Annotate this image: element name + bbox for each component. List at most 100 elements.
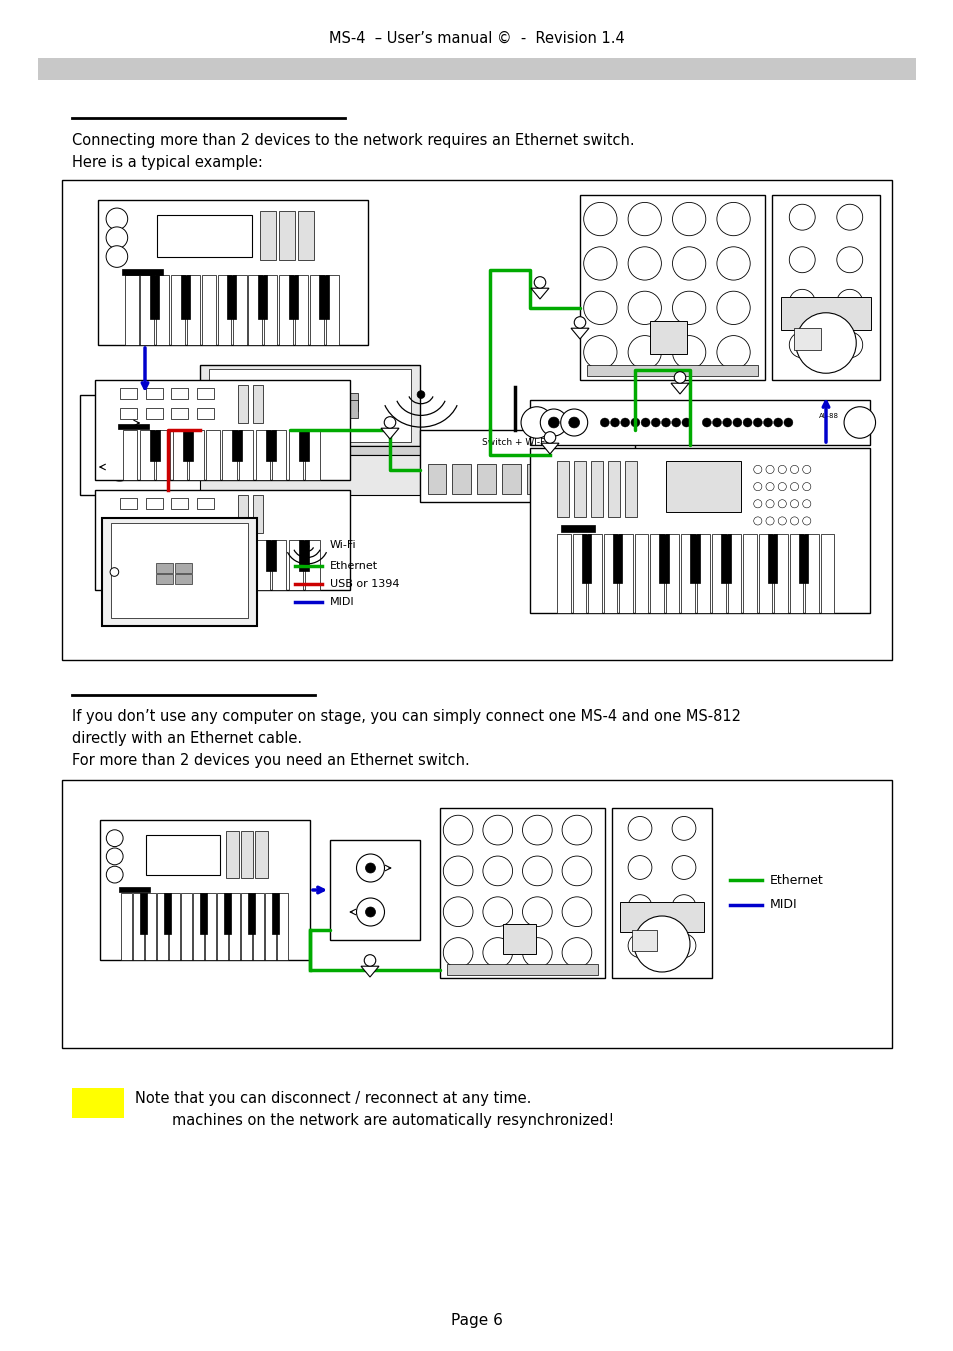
Circle shape bbox=[561, 857, 591, 886]
Circle shape bbox=[539, 409, 567, 436]
Circle shape bbox=[561, 938, 591, 967]
Circle shape bbox=[560, 409, 587, 436]
Bar bbox=[439, 808, 604, 978]
Bar bbox=[123, 540, 137, 590]
Bar bbox=[226, 831, 238, 878]
Bar bbox=[804, 534, 818, 613]
Text: Ethernet: Ethernet bbox=[769, 874, 822, 886]
Circle shape bbox=[788, 247, 814, 273]
Circle shape bbox=[106, 227, 128, 249]
Bar bbox=[650, 320, 686, 354]
Bar bbox=[319, 276, 329, 319]
Text: Page 6: Page 6 bbox=[451, 1313, 502, 1328]
Bar bbox=[183, 540, 193, 571]
Bar bbox=[289, 540, 303, 590]
Bar bbox=[557, 461, 569, 516]
Bar bbox=[206, 430, 220, 480]
Bar bbox=[187, 276, 200, 345]
Bar bbox=[157, 893, 168, 961]
Bar bbox=[330, 840, 419, 940]
Circle shape bbox=[443, 815, 473, 844]
Bar bbox=[767, 534, 777, 582]
Bar bbox=[272, 893, 279, 935]
Text: MIDI: MIDI bbox=[330, 597, 355, 607]
Bar bbox=[427, 463, 445, 494]
Circle shape bbox=[610, 417, 618, 427]
Circle shape bbox=[801, 517, 810, 526]
Bar bbox=[189, 540, 203, 590]
Circle shape bbox=[790, 500, 798, 508]
Bar bbox=[156, 540, 171, 590]
Bar bbox=[665, 534, 679, 613]
Bar bbox=[217, 276, 231, 345]
Bar bbox=[80, 394, 168, 494]
Bar bbox=[696, 534, 709, 613]
Text: If you don’t use any computer on stage, you can simply connect one MS-4 and one : If you don’t use any computer on stage, … bbox=[71, 708, 740, 724]
Bar bbox=[150, 430, 159, 461]
Bar bbox=[278, 211, 294, 261]
Bar bbox=[255, 430, 270, 480]
Circle shape bbox=[762, 417, 772, 427]
Circle shape bbox=[672, 934, 695, 958]
Bar bbox=[665, 461, 740, 512]
Circle shape bbox=[672, 335, 705, 369]
Circle shape bbox=[627, 855, 651, 880]
Bar bbox=[591, 461, 602, 516]
Bar bbox=[237, 494, 248, 532]
Circle shape bbox=[548, 417, 558, 428]
Bar bbox=[248, 276, 262, 345]
Circle shape bbox=[443, 857, 473, 886]
Bar bbox=[121, 893, 132, 961]
Circle shape bbox=[561, 815, 591, 844]
Text: Ethernet: Ethernet bbox=[330, 561, 377, 571]
Bar bbox=[690, 534, 699, 582]
Bar bbox=[181, 893, 192, 961]
Circle shape bbox=[364, 955, 375, 966]
Circle shape bbox=[801, 500, 810, 508]
Bar bbox=[659, 534, 668, 582]
Circle shape bbox=[790, 517, 798, 526]
Circle shape bbox=[651, 417, 659, 427]
Bar bbox=[340, 400, 358, 417]
Bar bbox=[631, 931, 657, 951]
Bar bbox=[253, 893, 263, 961]
Bar bbox=[298, 540, 309, 571]
Bar bbox=[603, 534, 617, 613]
Circle shape bbox=[574, 316, 585, 328]
Bar bbox=[581, 534, 591, 582]
Bar bbox=[588, 534, 601, 613]
Bar bbox=[233, 430, 242, 461]
Bar bbox=[120, 517, 137, 530]
Bar bbox=[502, 924, 536, 954]
Circle shape bbox=[701, 417, 711, 427]
Bar bbox=[172, 276, 185, 345]
Bar bbox=[608, 461, 619, 516]
Bar bbox=[624, 461, 637, 516]
Circle shape bbox=[778, 500, 785, 508]
Bar bbox=[222, 430, 236, 480]
Bar bbox=[618, 534, 632, 613]
Bar bbox=[139, 540, 153, 590]
Bar bbox=[233, 276, 246, 345]
Bar bbox=[62, 780, 891, 1048]
Bar bbox=[294, 276, 308, 345]
Bar bbox=[157, 215, 252, 257]
Bar bbox=[118, 424, 149, 430]
Bar bbox=[780, 297, 870, 330]
Text: Wi-Fi: Wi-Fi bbox=[330, 540, 356, 550]
Circle shape bbox=[443, 897, 473, 927]
Circle shape bbox=[788, 204, 814, 230]
Circle shape bbox=[795, 313, 856, 373]
Bar bbox=[222, 540, 236, 590]
Circle shape bbox=[534, 277, 545, 288]
Circle shape bbox=[106, 866, 123, 884]
Circle shape bbox=[778, 465, 785, 474]
Bar bbox=[255, 831, 268, 878]
Polygon shape bbox=[531, 288, 548, 299]
Circle shape bbox=[672, 203, 705, 235]
Bar bbox=[572, 534, 586, 613]
Circle shape bbox=[627, 934, 651, 958]
Circle shape bbox=[773, 417, 781, 427]
Bar bbox=[95, 490, 350, 590]
Bar bbox=[579, 195, 764, 380]
